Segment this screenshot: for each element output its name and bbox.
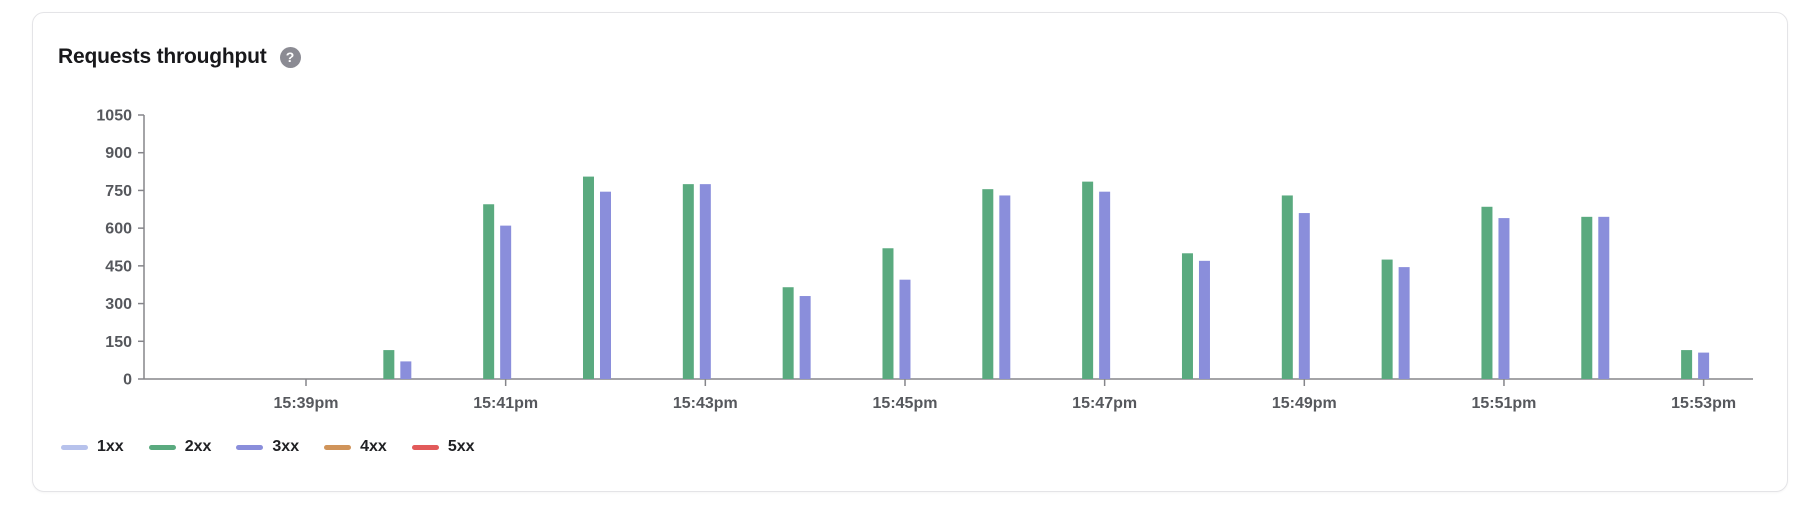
y-tick-label: 600 (105, 221, 132, 238)
legend-label-3xx: 3xx (272, 438, 300, 455)
x-tick-label: 15:51pm (1471, 395, 1536, 412)
bar-2xx-15:41 (483, 204, 495, 379)
legend-item-5xx[interactable]: 5xx (411, 438, 475, 456)
bar-2xx-15:51 (1481, 206, 1493, 379)
y-tick-label: 900 (105, 145, 132, 162)
legend-item-2xx[interactable]: 2xx (148, 438, 212, 456)
y-tick-label: 750 (105, 183, 132, 200)
bar-3xx-15:45 (899, 279, 911, 379)
bar-2xx-15:45 (882, 248, 894, 379)
bar-3xx-15:51 (1498, 218, 1510, 379)
bar-3xx-15:42 (599, 191, 611, 379)
legend-label-1xx: 1xx (97, 438, 124, 455)
bar-3xx-15:40 (400, 361, 412, 379)
bar-2xx-15:52 (1581, 216, 1593, 379)
legend-label-5xx: 5xx (447, 438, 475, 455)
bar-3xx-15:50 (1398, 267, 1410, 379)
chart-legend: 1xx 2xx 3xx 4xx 5xx (61, 438, 475, 456)
y-tick-label: 0 (123, 372, 132, 389)
y-tick-label: 300 (105, 296, 132, 313)
chart-title: Requests throughput (58, 45, 267, 68)
legend-item-1xx[interactable]: 1xx (61, 438, 124, 456)
help-icon[interactable]: ? (279, 46, 301, 68)
bar-3xx-15:43 (699, 184, 711, 379)
bar-2xx-15:49 (1281, 195, 1293, 379)
legend-swatch-1xx (61, 444, 88, 450)
x-tick-label: 15:43pm (673, 395, 738, 412)
legend-item-3xx[interactable]: 3xx (236, 438, 299, 456)
legend-swatch-2xx (148, 444, 176, 450)
bar-2xx-15:53 (1681, 350, 1693, 379)
bar-3xx-15:48 (1198, 260, 1210, 379)
x-tick-label: 15:45pm (873, 395, 938, 412)
x-tick-label: 15:49pm (1272, 395, 1337, 412)
chart-canvas: 0 150 300 450 600 750 900 1050 15:39pm 15:41pm 15:… (96, 108, 1753, 412)
legend-item-4xx[interactable]: 4xx (324, 438, 387, 456)
bar-2xx-15:48 (1181, 253, 1193, 379)
bar-3xx-15:41 (500, 225, 512, 379)
card-header: Requests throughput ? (58, 45, 301, 69)
x-tick-label: 15:47pm (1072, 395, 1137, 412)
legend-swatch-3xx (236, 444, 264, 450)
bar-3xx-15:47 (1099, 191, 1111, 379)
legend-swatch-4xx (324, 444, 352, 450)
bar-2xx-15:44 (782, 287, 794, 379)
y-tick-label: 1050 (96, 108, 132, 125)
bar-3xx-15:53 (1698, 352, 1710, 379)
x-tick-label: 15:53pm (1671, 395, 1736, 412)
bar-chart: 0 150 300 450 600 750 900 1050 15:39pm 15:41pm 15:… (33, 13, 1787, 443)
bar-3xx-15:49 (1298, 213, 1310, 379)
x-tick-label: 15:39pm (274, 395, 339, 412)
bar-2xx-15:50 (1381, 259, 1393, 379)
bar-3xx-15:52 (1598, 216, 1610, 379)
legend-label-4xx: 4xx (360, 438, 387, 455)
bar-2xx-15:47 (1082, 181, 1094, 379)
bar-2xx-15:40 (383, 350, 395, 379)
y-tick-label: 450 (105, 258, 132, 275)
bar-2xx-15:46 (982, 189, 994, 379)
legend-swatch-5xx (411, 444, 439, 450)
y-tick-label: 150 (105, 334, 132, 351)
bar-3xx-15:46 (999, 195, 1011, 379)
requests-throughput-card: Requests throughput ? 0 150 300 450 600 750 90… (32, 12, 1788, 492)
bar-2xx-15:43 (682, 184, 694, 379)
legend-label-2xx: 2xx (184, 438, 212, 455)
x-tick-label: 15:41pm (473, 395, 538, 412)
bar-2xx-15:42 (582, 176, 594, 379)
bar-3xx-15:44 (799, 296, 811, 379)
